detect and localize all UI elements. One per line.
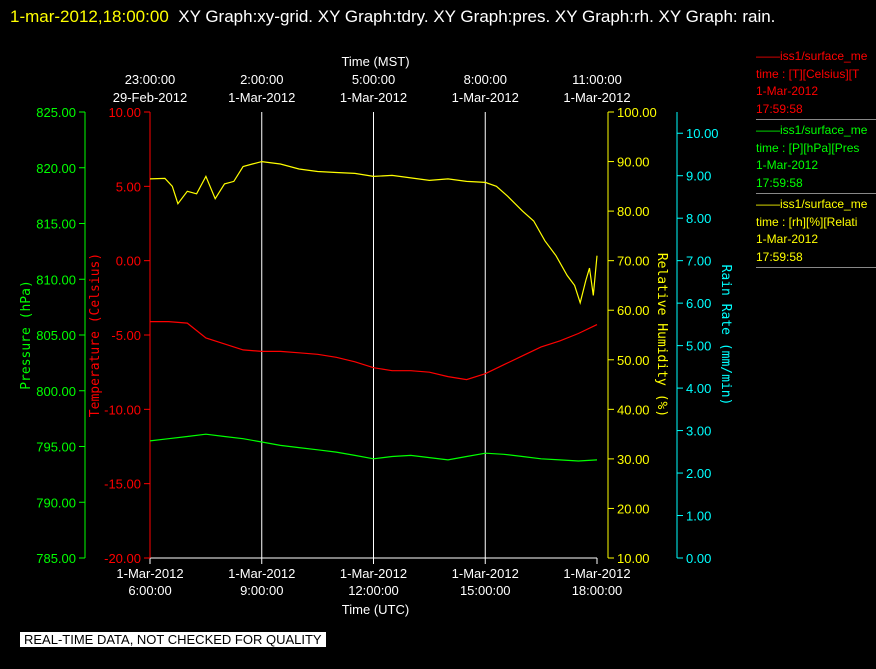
rain-tick-label: 5.00 <box>686 339 711 354</box>
x-top-tick-label: 1-Mar-2012 <box>340 90 407 105</box>
temperature-tick-label: 0.00 <box>116 254 141 269</box>
pressure-tick-label: 800.00 <box>36 384 76 399</box>
humidity-tick-label: 60.00 <box>617 303 650 318</box>
legend-date: 1-Mar-2012 <box>756 232 819 246</box>
humidity-tick-label: 80.00 <box>617 204 650 219</box>
x-top-tick-label: 8:00:00 <box>464 72 507 87</box>
pressure-tick-label: 810.00 <box>36 272 76 287</box>
legend-date: 1-Mar-2012 <box>756 84 819 98</box>
title-timestamp: 1-mar-2012,18:00:00 <box>10 7 169 26</box>
x-tick-label: 1-Mar-2012 <box>563 566 630 581</box>
x-tick-label: 1-Mar-2012 <box>228 566 295 581</box>
legend-date: 1-Mar-2012 <box>756 158 819 172</box>
chart-title: 1-mar-2012,18:00:00 XY Graph:xy-grid. XY… <box>10 3 860 31</box>
rain-axis-label: Rain Rate (mm/min) <box>718 265 733 406</box>
humidity-tick-label: 20.00 <box>617 501 650 516</box>
x-top-tick-label: 1-Mar-2012 <box>563 90 630 105</box>
x-tick-label: 12:00:00 <box>348 583 399 598</box>
legend-name: ——iss1/surface_me <box>756 123 868 137</box>
x-top-tick-label: 11:00:00 <box>572 72 622 87</box>
humidity-tick-label: 50.00 <box>617 353 650 368</box>
legend-units: time : [rh][%][Relati <box>756 214 858 229</box>
humidity-tick-label: 40.00 <box>617 402 650 417</box>
legend-name: ——iss1/surface_me <box>756 197 868 211</box>
pressure-tick-label: 790.00 <box>36 495 76 510</box>
x-tick-label: 9:00:00 <box>240 583 283 598</box>
rain-tick-label: 4.00 <box>686 381 711 396</box>
rain-tick-label: 8.00 <box>686 211 711 226</box>
humidity-tick-label: 70.00 <box>617 254 650 269</box>
rain-tick-label: 1.00 <box>686 509 711 524</box>
x-tick-label: 1-Mar-2012 <box>116 566 183 581</box>
x-top-tick-label: 1-Mar-2012 <box>452 90 519 105</box>
legend-time: 17:59:58 <box>756 249 803 264</box>
temperature-tick-label: -15.00 <box>104 477 141 492</box>
humidity-tick-label: 10.00 <box>617 551 650 566</box>
temperature-tick-label: -20.00 <box>104 551 141 566</box>
pressure-tick-label: 825.00 <box>36 105 76 120</box>
x-axis-label-bottom: Time (UTC) <box>342 602 409 617</box>
legend-units: time : [P][hPa][Pres <box>756 140 860 155</box>
legend-name: ——iss1/surface_me <box>756 49 868 63</box>
rain-tick-label: 10.00 <box>686 126 719 141</box>
humidity-series-line <box>149 160 598 305</box>
legend-time: 17:59:58 <box>756 175 803 190</box>
humidity-tick-label: 90.00 <box>617 155 650 170</box>
quality-note: REAL-TIME DATA, NOT CHECKED FOR QUALITY <box>20 632 326 647</box>
x-top-tick-label: 5:00:00 <box>352 72 395 87</box>
pressure-tick-label: 795.00 <box>36 440 76 455</box>
temperature-tick-label: 10.00 <box>108 105 141 120</box>
pressure-series-line <box>149 433 598 462</box>
temperature-tick-label: 5.00 <box>116 179 141 194</box>
x-top-tick-label: 1-Mar-2012 <box>228 90 295 105</box>
rain-tick-label: 3.00 <box>686 424 711 439</box>
pressure-tick-label: 805.00 <box>36 328 76 343</box>
x-tick-label: 15:00:00 <box>460 583 511 598</box>
humidity-tick-label: 30.00 <box>617 452 650 467</box>
rain-tick-label: 0.00 <box>686 551 711 566</box>
x-tick-label: 1-Mar-2012 <box>452 566 519 581</box>
humidity-axis-label: Relative Humidity (%) <box>654 253 669 417</box>
pressure-tick-label: 815.00 <box>36 217 76 232</box>
pressure-tick-label: 785.00 <box>36 551 76 566</box>
x-top-tick-label: 29-Feb-2012 <box>113 90 187 105</box>
legend-time: 17:59:58 <box>756 101 803 116</box>
humidity-tick-label: 100.00 <box>617 105 657 120</box>
temperature-axis-label: Temperature (Celsius) <box>88 253 103 417</box>
x-tick-label: 18:00:00 <box>572 583 623 598</box>
rain-tick-label: 2.00 <box>686 466 711 481</box>
rain-tick-label: 9.00 <box>686 169 711 184</box>
title-graphs: XY Graph:xy-grid. XY Graph:tdry. XY Grap… <box>178 7 776 26</box>
x-tick-label: 1-Mar-2012 <box>340 566 407 581</box>
temperature-tick-label: -5.00 <box>111 328 141 343</box>
temperature-series-line <box>150 321 598 381</box>
x-tick-label: 6:00:00 <box>128 583 171 598</box>
x-top-tick-label: 23:00:00 <box>125 72 176 87</box>
x-axis-label-top: Time (MST) <box>341 54 409 69</box>
rain-tick-label: 7.00 <box>686 254 711 269</box>
pressure-axis-label: Pressure (hPa) <box>19 280 34 390</box>
legend: ——iss1/surface_me time : [T][Celsius][T 1-… <box>756 48 876 270</box>
x-top-tick-label: 2:00:00 <box>240 72 283 87</box>
rain-tick-label: 6.00 <box>686 296 711 311</box>
legend-units: time : [T][Celsius][T <box>756 66 860 81</box>
temperature-tick-label: -10.00 <box>104 402 141 417</box>
pressure-tick-label: 820.00 <box>36 161 76 176</box>
